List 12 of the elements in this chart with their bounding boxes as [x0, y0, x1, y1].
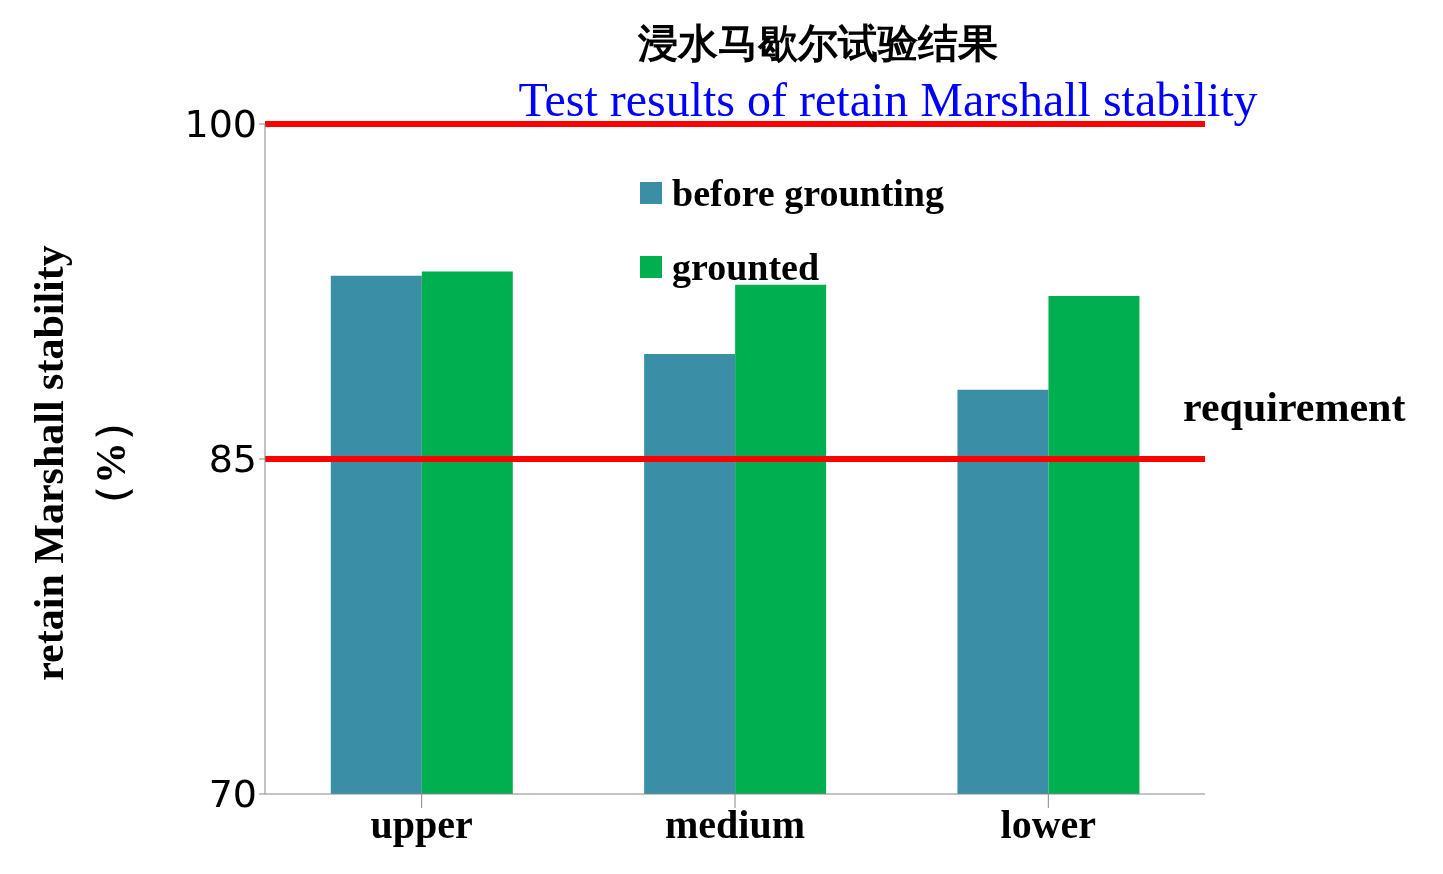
legend-label: before grounting [671, 171, 944, 216]
chart-title: 浸水马歇尔试验结果 [637, 19, 999, 68]
x-tick-label: upper [370, 802, 473, 848]
ref-line-label: requirement [1183, 384, 1406, 430]
x-tick-label: medium [665, 802, 805, 848]
y-tick-label: 100 [184, 102, 257, 147]
x-tick-label: lower [1000, 802, 1097, 848]
y-axis-title: retain Marshall stability （%） [25, 245, 135, 681]
y-tick-label: 85 [208, 437, 257, 482]
y-tick-label: 70 [208, 772, 257, 817]
legend-label: grounted [671, 245, 821, 290]
chart-subtitle: Test results of retain Marshall stability [517, 72, 1259, 127]
